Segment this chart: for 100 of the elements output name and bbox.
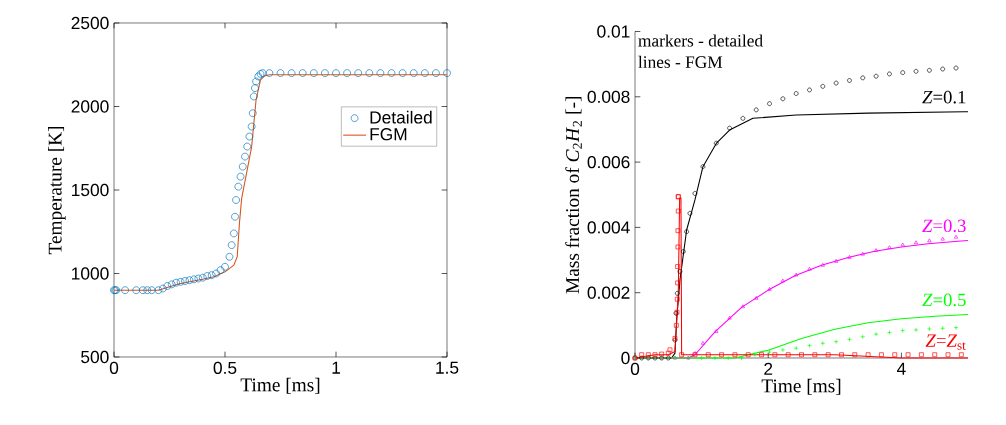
point bbox=[927, 238, 932, 243]
x-tick-label: 0 bbox=[630, 362, 640, 375]
point bbox=[207, 271, 216, 279]
point bbox=[780, 96, 786, 102]
x-tick-label: 1.5 bbox=[436, 361, 459, 374]
point bbox=[759, 352, 764, 358]
point bbox=[310, 69, 318, 77]
point bbox=[700, 340, 706, 345]
y-axis-title: Temperature [K] bbox=[48, 126, 66, 255]
point bbox=[900, 328, 906, 333]
point bbox=[913, 327, 919, 333]
point bbox=[834, 259, 839, 263]
x-axis-title: Time [ms] bbox=[240, 377, 320, 394]
point bbox=[740, 304, 745, 309]
point bbox=[713, 140, 719, 146]
point bbox=[176, 278, 185, 286]
point bbox=[147, 286, 156, 294]
point bbox=[785, 352, 791, 358]
y-tick-label: 1500 bbox=[72, 183, 109, 197]
point bbox=[860, 75, 866, 81]
point bbox=[727, 315, 732, 320]
point bbox=[807, 266, 812, 271]
point bbox=[727, 125, 732, 131]
point bbox=[812, 352, 818, 358]
annotation: lines - FGM bbox=[638, 55, 723, 68]
point bbox=[354, 69, 363, 77]
point bbox=[212, 269, 220, 278]
point bbox=[825, 352, 831, 358]
point bbox=[247, 122, 256, 131]
point bbox=[900, 242, 905, 247]
x-tick-label: 1 bbox=[332, 361, 340, 374]
point bbox=[432, 69, 440, 77]
x-tick-label: 4 bbox=[896, 362, 906, 375]
point bbox=[230, 229, 238, 238]
point bbox=[847, 255, 852, 259]
point bbox=[154, 286, 163, 294]
point bbox=[675, 244, 681, 250]
point bbox=[245, 132, 254, 141]
point bbox=[232, 196, 240, 204]
series-label: Z=Z$_{st}$ bbox=[925, 334, 966, 350]
legend-label: FGM bbox=[370, 128, 407, 141]
point bbox=[905, 352, 911, 358]
point bbox=[409, 69, 418, 77]
point bbox=[725, 355, 731, 361]
point bbox=[772, 352, 778, 358]
point bbox=[221, 263, 229, 271]
y-tick-label: 2500 bbox=[71, 16, 109, 30]
point bbox=[167, 280, 176, 289]
point bbox=[236, 172, 245, 181]
point bbox=[807, 343, 812, 348]
y-axis-title: Mass fraction of C$_{2}$H$_{2}$ [-] bbox=[565, 96, 582, 294]
point bbox=[181, 277, 189, 285]
point bbox=[241, 152, 249, 161]
x-tick-label: 2 bbox=[764, 362, 773, 375]
point bbox=[376, 69, 385, 77]
point bbox=[953, 65, 959, 71]
point bbox=[860, 251, 865, 256]
point bbox=[892, 352, 898, 358]
point bbox=[143, 286, 152, 294]
point bbox=[190, 275, 198, 284]
point bbox=[852, 352, 858, 358]
point bbox=[887, 245, 892, 249]
point bbox=[780, 278, 785, 283]
point bbox=[959, 352, 964, 358]
point bbox=[752, 352, 758, 358]
point bbox=[847, 78, 852, 83]
point bbox=[879, 352, 884, 358]
point bbox=[927, 68, 932, 73]
point bbox=[679, 352, 684, 358]
annotation: markers - detailed bbox=[638, 34, 763, 47]
point bbox=[252, 77, 260, 86]
point bbox=[365, 69, 374, 77]
point bbox=[251, 84, 259, 92]
point bbox=[820, 84, 826, 89]
point bbox=[712, 355, 718, 361]
point bbox=[807, 87, 812, 93]
point bbox=[719, 352, 724, 358]
point bbox=[398, 69, 407, 77]
point bbox=[820, 262, 825, 267]
point bbox=[794, 272, 799, 277]
point bbox=[234, 182, 243, 191]
point bbox=[913, 68, 919, 74]
point bbox=[121, 286, 129, 294]
point bbox=[940, 236, 945, 241]
point bbox=[767, 287, 772, 291]
point bbox=[265, 69, 274, 77]
point bbox=[139, 286, 147, 294]
point bbox=[820, 340, 826, 346]
point bbox=[793, 345, 799, 351]
point bbox=[714, 329, 719, 333]
x-axis-title: Time [ms] bbox=[761, 378, 841, 395]
point bbox=[692, 191, 698, 196]
point bbox=[793, 91, 799, 96]
point bbox=[203, 272, 212, 280]
point bbox=[231, 212, 239, 221]
legend-label: Detailed bbox=[370, 110, 432, 124]
point bbox=[767, 101, 772, 106]
point bbox=[799, 352, 804, 358]
point bbox=[927, 326, 932, 332]
point bbox=[243, 142, 252, 151]
